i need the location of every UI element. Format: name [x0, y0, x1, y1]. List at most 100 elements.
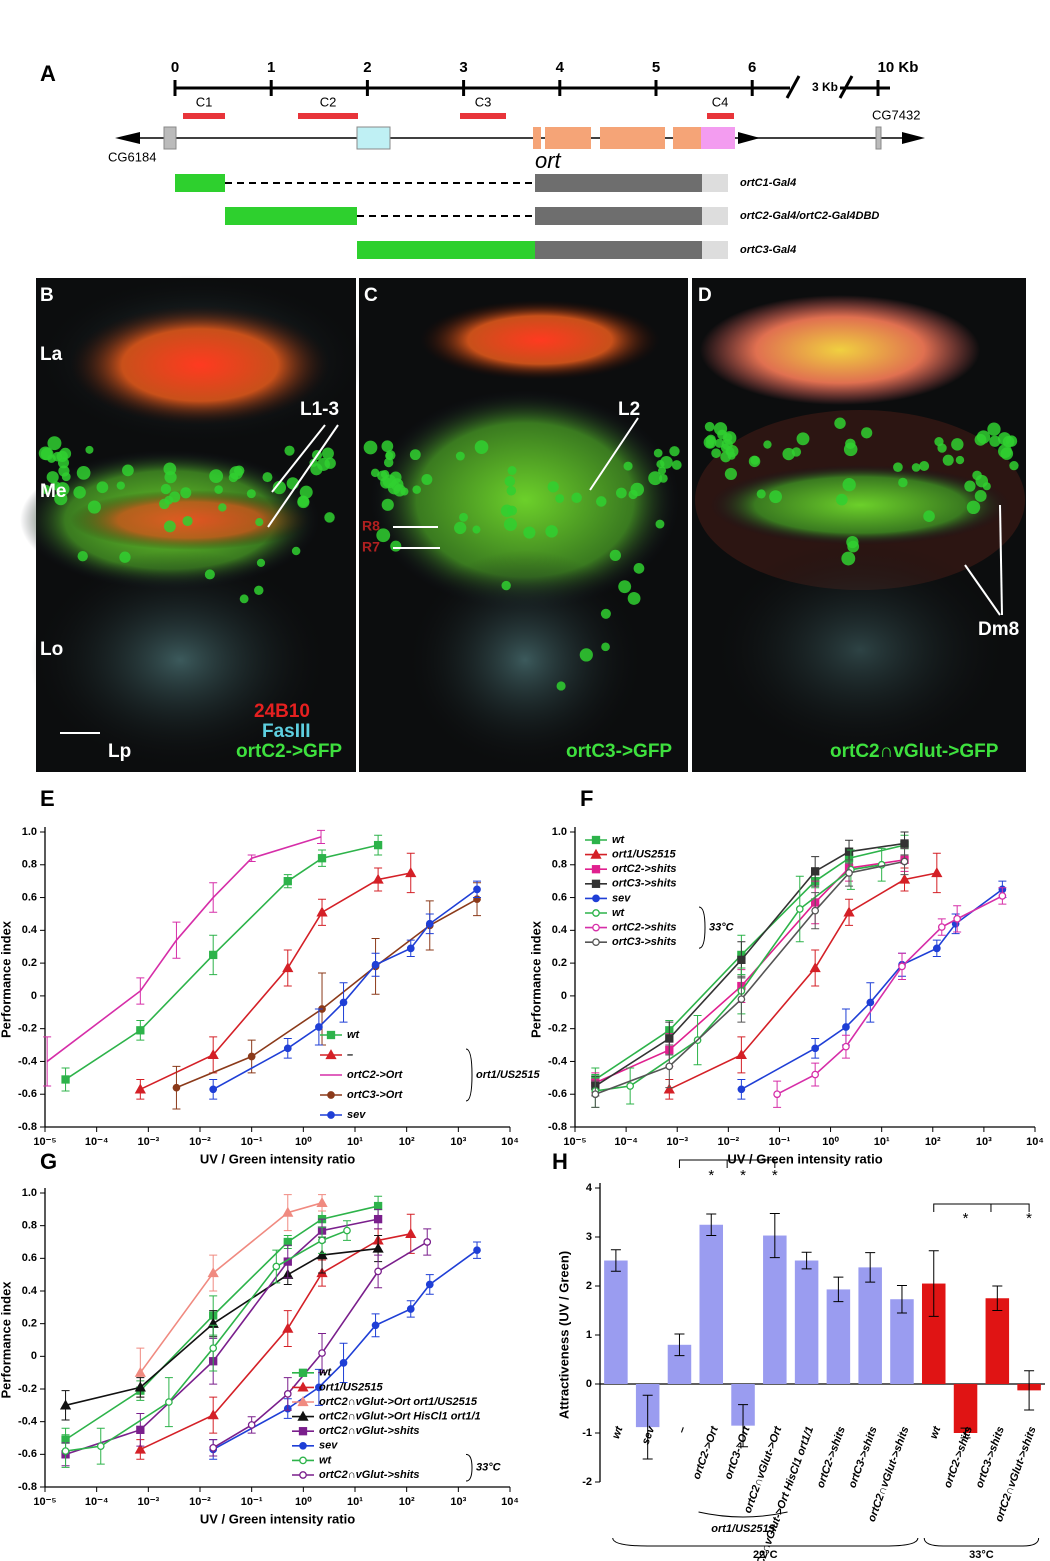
- point: [373, 1214, 383, 1224]
- scale-break: [838, 75, 854, 99]
- cell-body: [601, 642, 610, 652]
- x-tick-label: 10⁻²: [717, 1136, 739, 1148]
- exon: [701, 127, 735, 149]
- error-bar: [610, 1249, 621, 1272]
- cell-body: [951, 438, 964, 451]
- legend-label: wt: [612, 834, 626, 846]
- x-tick-label: ortC3->Ort: [722, 1424, 753, 1481]
- construct: [702, 241, 728, 259]
- cell-body: [169, 491, 181, 503]
- legend-marker: [592, 923, 600, 932]
- point: [737, 995, 746, 1004]
- y-tick-label: 0: [31, 990, 37, 1002]
- bar: [890, 1299, 914, 1384]
- x-tick-label: 10⁻³: [137, 1496, 159, 1508]
- group-bracket: [612, 1537, 919, 1547]
- bar: [985, 1298, 1010, 1384]
- region-label: C1: [196, 94, 213, 109]
- point: [374, 1267, 382, 1276]
- x-tick-label: 10⁰: [822, 1136, 839, 1148]
- point: [317, 854, 327, 863]
- point: [339, 1359, 348, 1367]
- series-line: [65, 1218, 379, 1456]
- cell-body: [291, 546, 301, 556]
- point: [900, 857, 909, 866]
- series: [61, 1220, 351, 1468]
- point: [282, 962, 294, 973]
- panel-label: E: [40, 786, 55, 811]
- significance-star: *: [1026, 1210, 1032, 1227]
- region: [707, 113, 734, 119]
- cell-body: [284, 445, 295, 456]
- cell-body: [919, 460, 930, 471]
- point: [272, 1262, 281, 1271]
- legend-marker: [326, 1030, 336, 1040]
- cell-label: R8: [362, 518, 380, 534]
- y-tick-label: -0.6: [548, 1088, 567, 1100]
- y-tick-label: 0.2: [22, 957, 37, 969]
- scale-tick-label: 1: [267, 59, 275, 76]
- cell-body: [239, 594, 249, 604]
- legend-marker: [591, 879, 601, 888]
- y-axis-title: Performance index: [0, 920, 13, 1038]
- legend-marker: [299, 1441, 307, 1450]
- cell-body: [376, 528, 391, 543]
- cell-body: [571, 492, 582, 504]
- legend-marker: [590, 848, 602, 859]
- cell-body: [671, 460, 682, 470]
- panel-label: H: [552, 1149, 568, 1174]
- point: [735, 1049, 747, 1060]
- point: [900, 839, 909, 848]
- cell-body: [41, 484, 51, 495]
- legend-marker: [591, 865, 601, 874]
- panel-label: B: [40, 285, 54, 306]
- gene-map: A 3 Kb 10 Kb C1 C2 C3 C4 CG6184 CG7432 o…: [40, 59, 925, 259]
- x-tick-label: 10¹: [347, 1136, 363, 1148]
- cell-body: [923, 510, 935, 523]
- region-label: La: [40, 344, 63, 365]
- cell-body: [256, 558, 266, 568]
- scale-tick-label: 2: [363, 59, 371, 76]
- legend-label: ortC2->Ort: [347, 1069, 404, 1081]
- point: [809, 962, 821, 973]
- error-bar: [769, 1212, 780, 1259]
- genotype-label: ortC2->GFP: [236, 741, 342, 762]
- error-bar: [317, 829, 326, 844]
- point: [282, 1206, 294, 1217]
- error-bar: [43, 1036, 52, 1087]
- y-tick-label: 1.0: [22, 1187, 37, 1199]
- series-line: [594, 844, 905, 1081]
- gene-label: CG6184: [108, 149, 156, 164]
- y-tick-label: 1: [586, 1329, 592, 1341]
- legend-label: wt: [319, 1367, 333, 1379]
- cell-body: [763, 440, 772, 449]
- cell-body: [214, 485, 223, 494]
- x-tick-label: 10⁻⁴: [614, 1136, 637, 1148]
- bracket-label: 33°C: [709, 922, 735, 934]
- legend-label: –: [347, 1049, 353, 1061]
- point: [134, 1443, 146, 1454]
- cell-body: [390, 540, 402, 552]
- cell-body: [658, 474, 668, 483]
- cell-body: [791, 447, 802, 457]
- point: [737, 955, 746, 964]
- legend-label: ort1/US2515: [319, 1381, 383, 1393]
- point: [59, 1399, 72, 1410]
- series-line: [176, 898, 478, 1089]
- error-bar: [642, 1394, 653, 1460]
- y-tick-label: 1.0: [552, 826, 567, 838]
- point: [866, 998, 875, 1007]
- point: [283, 1044, 292, 1053]
- cell-body: [254, 585, 264, 596]
- bar: [699, 1224, 724, 1384]
- group-bracket: [698, 1511, 788, 1518]
- series-line: [740, 888, 1003, 1091]
- genotype-label: ortC2∩vGlut->GFP: [830, 741, 999, 762]
- point: [953, 915, 962, 923]
- cell-body: [209, 469, 224, 484]
- cell-body: [46, 471, 59, 484]
- construct: [175, 174, 225, 192]
- legend-marker: [299, 1471, 307, 1479]
- cell-body: [381, 440, 394, 453]
